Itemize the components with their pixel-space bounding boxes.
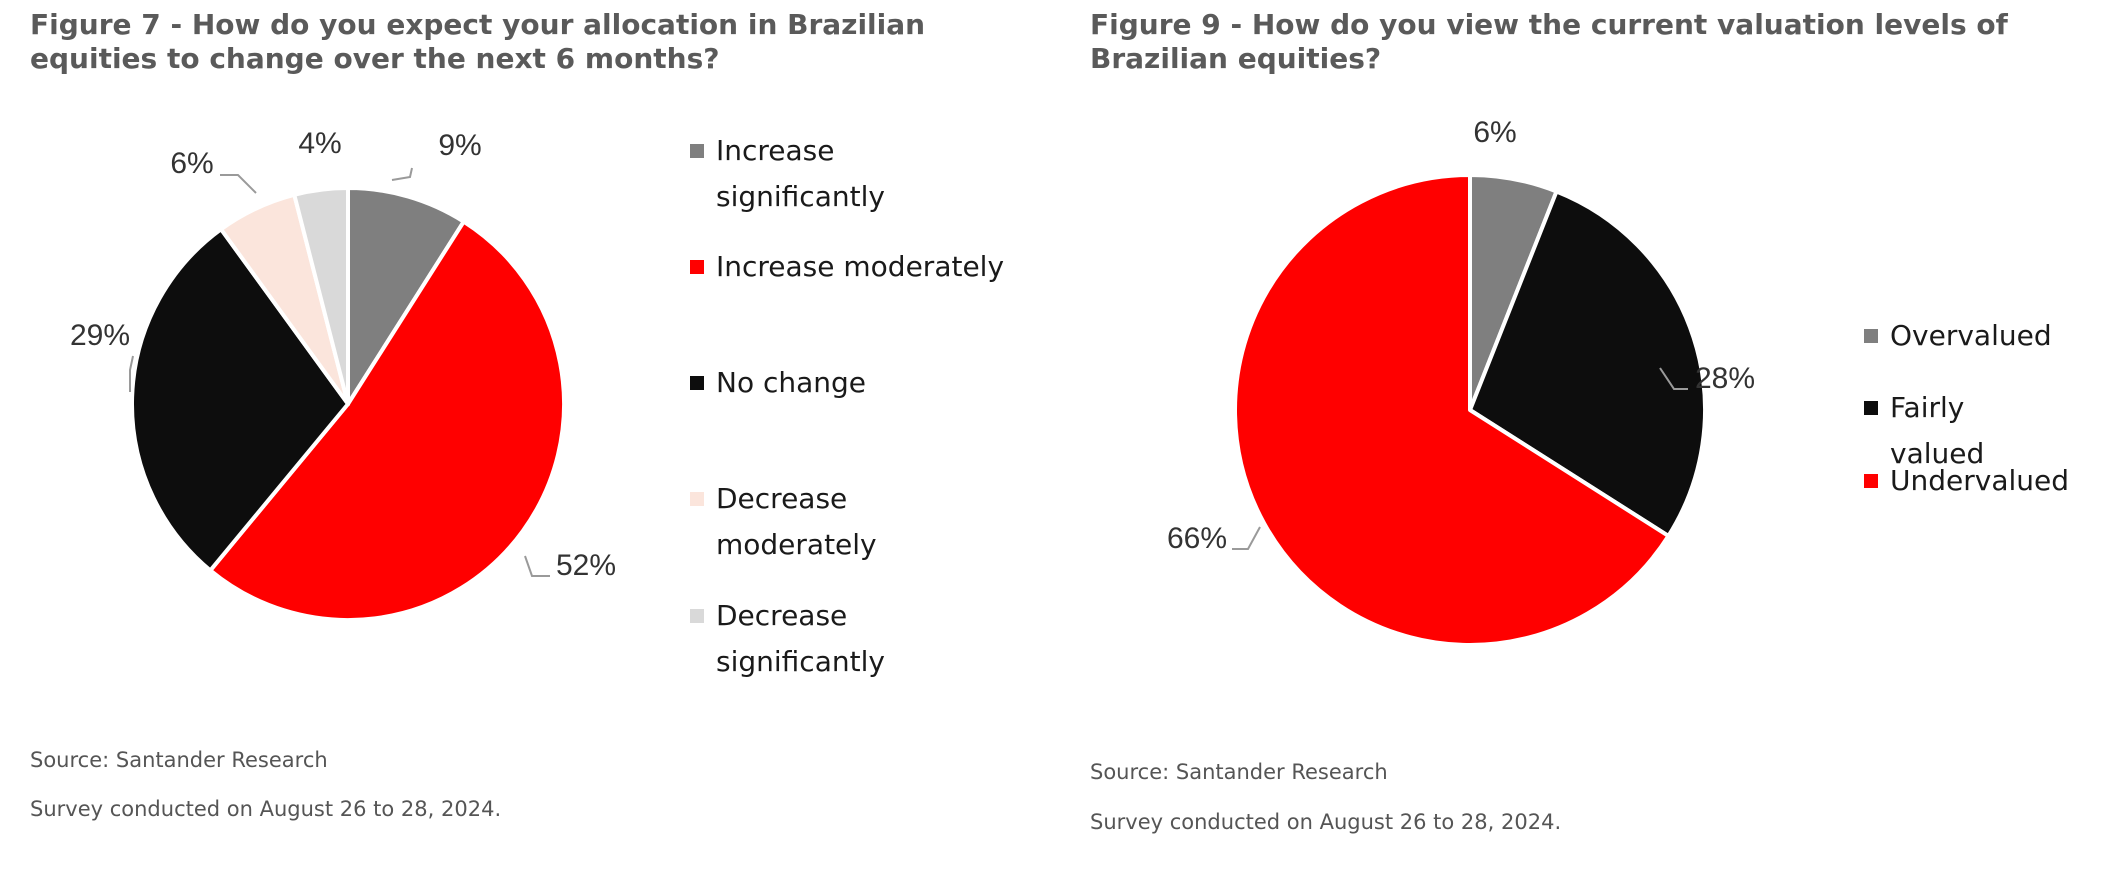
legend-item-fairly-valued: Fairly valued	[1864, 385, 1984, 477]
legend-swatch	[1864, 401, 1878, 415]
figure-9-survey-note: Survey conducted on August 26 to 28, 202…	[1090, 810, 1562, 834]
figure-7-title: Figure 7 - How do you expect your alloca…	[30, 8, 926, 75]
pie-slice-undervalued	[1233, 173, 1671, 647]
legend-label: Increase significantly	[716, 134, 885, 213]
data-label-overvalued: 6%	[1473, 116, 1516, 149]
figure-7-pie-chart: 9% 52% 29% 6% 4%	[70, 127, 616, 623]
pie-slice-no-change	[130, 227, 350, 573]
legend-label: No change	[716, 366, 867, 399]
legend-item-decrease-significantly: Decrease significantly	[690, 593, 1030, 685]
legend-item-no-change: No change	[690, 360, 1030, 406]
legend-item-overvalued: Overvalued	[1864, 313, 2052, 359]
legend-label: Decrease moderately	[716, 482, 877, 561]
pie-slice-increase-moderately	[208, 219, 567, 623]
leader-line-increase-moderately	[524, 555, 550, 577]
data-label-undervalued: 66%	[1167, 522, 1227, 555]
figure-9-panel: Figure 9 - How do you view the current v…	[1060, 0, 2109, 892]
figure-7-source: Source: Santander Research	[30, 748, 328, 772]
pie-slice-decrease-significantly	[292, 186, 350, 406]
legend-label: Undervalued	[1890, 464, 2070, 497]
legend-swatch	[690, 609, 704, 623]
legend-item-increase-moderately: Increase moderately	[690, 244, 1030, 290]
figure-7-survey-note: Survey conducted on August 26 to 28, 202…	[30, 797, 502, 821]
legend-item-decrease-moderately: Decrease moderately	[690, 476, 1030, 568]
figure-9-pie-chart: 6% 28% 66%	[1167, 116, 1755, 647]
data-label-no-change: 29%	[70, 319, 130, 352]
pie-slice-fairly-valued	[1468, 189, 1707, 538]
legend-label: Fairly valued	[1890, 391, 1985, 470]
pie-slices	[130, 186, 567, 623]
legend-swatch	[690, 144, 704, 158]
leader-line-fairly-valued	[1659, 367, 1688, 390]
legend-label: Decrease significantly	[716, 599, 885, 678]
data-label-increase-moderately: 52%	[556, 549, 616, 582]
pie-slice-increase-significantly	[346, 186, 466, 406]
leader-line-undervalued	[1232, 526, 1261, 550]
leader-line-no-change	[129, 355, 134, 392]
figure-7-panel: Figure 7 - How do you expect your alloca…	[30, 8, 1030, 821]
leader-line-increase-significantly	[391, 167, 413, 181]
legend-label: Overvalued	[1890, 319, 2052, 352]
legend-label: Increase moderately	[716, 250, 1005, 283]
leader-line-decrease-moderately	[220, 174, 257, 194]
legend-swatch	[1864, 329, 1878, 343]
pie-data-labels: 9% 52% 29% 6% 4%	[70, 127, 616, 582]
legend-item-undervalued: Undervalued	[1864, 458, 2069, 504]
legend-swatch	[1864, 474, 1878, 488]
data-label-fairly-valued: 28%	[1695, 362, 1755, 395]
data-label-decrease-significantly: 4%	[298, 127, 341, 160]
data-label-decrease-moderately: 6%	[170, 147, 213, 180]
legend-swatch	[690, 492, 704, 506]
pie-slices	[1233, 173, 1707, 647]
pie-data-labels: 6% 28% 66%	[1167, 116, 1755, 555]
legend-item-increase-significantly: Increase significantly	[690, 128, 1030, 220]
legend-swatch	[690, 376, 704, 390]
legend-swatch	[690, 260, 704, 274]
data-label-increase-significantly: 9%	[438, 129, 481, 162]
figure-9-title: Figure 9 - How do you view the current v…	[1090, 8, 2008, 75]
figure-9-source: Source: Santander Research	[1090, 760, 1388, 784]
